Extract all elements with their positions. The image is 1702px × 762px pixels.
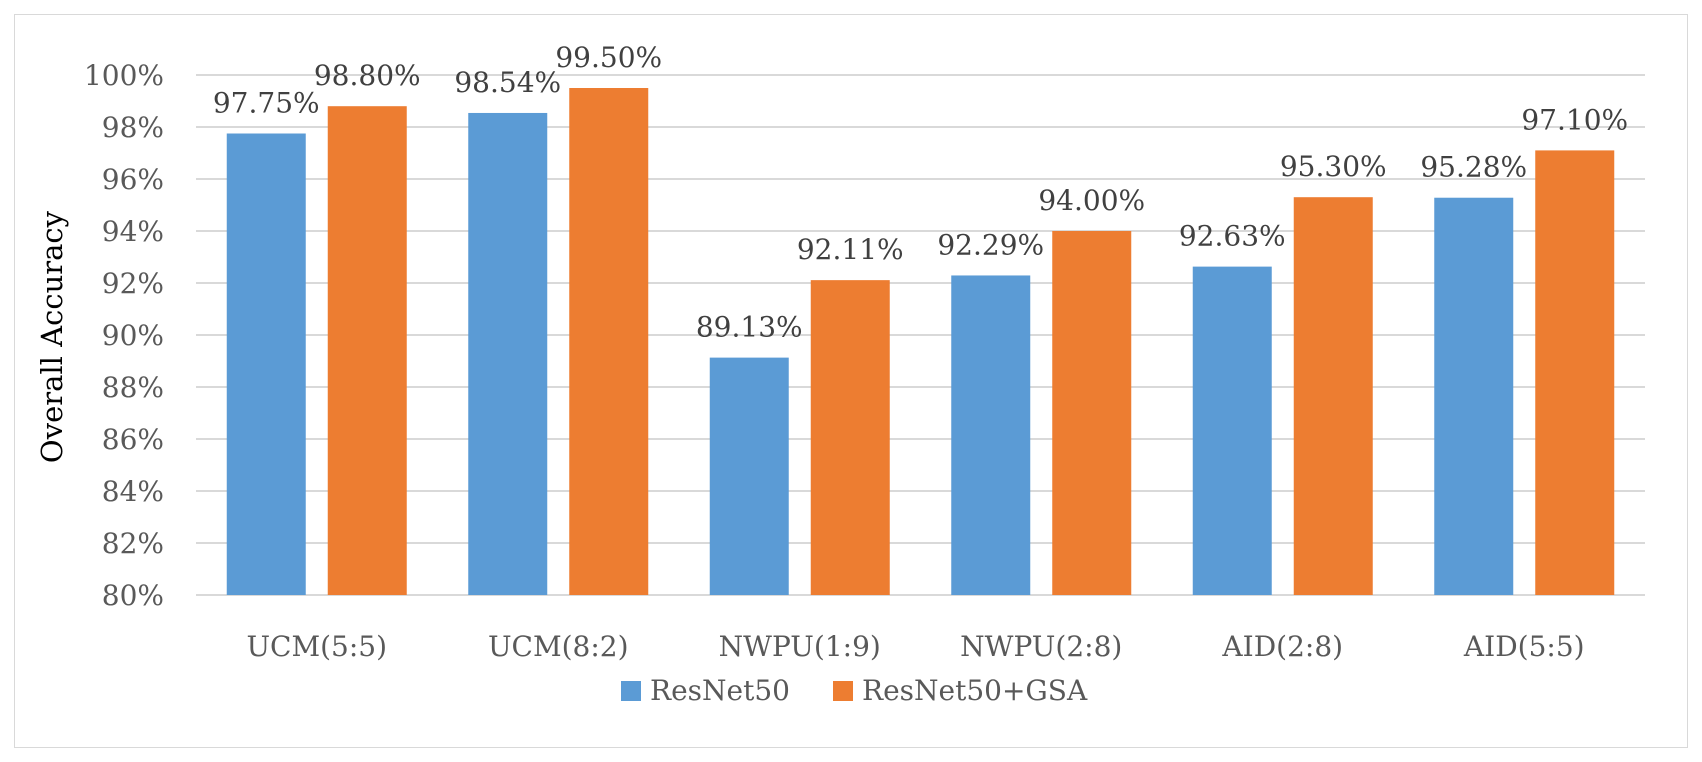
y-tick-label: 90% bbox=[102, 319, 164, 352]
legend-swatch-resnet50 bbox=[621, 681, 641, 701]
bar-resnet50-gsa bbox=[1052, 231, 1132, 595]
bar-resnet50-gsa bbox=[810, 280, 890, 595]
data-label: 97.75% bbox=[213, 87, 320, 120]
bar-resnet50 bbox=[226, 133, 306, 595]
x-axis-categories: UCM(5:5) UCM(8:2) NWPU(1:9) NWPU(2:8) AID(2:… bbox=[246, 630, 1584, 663]
x-category-label: NWPU(2:8) bbox=[960, 630, 1122, 663]
y-tick-label: 96% bbox=[102, 163, 164, 196]
y-tick-label: 92% bbox=[102, 267, 164, 300]
bars bbox=[226, 88, 1615, 596]
bar-resnet50-gsa bbox=[327, 106, 407, 595]
data-label: 94.00% bbox=[1038, 184, 1145, 217]
legend: ResNet50 ResNet50+GSA bbox=[621, 674, 1088, 707]
gridlines bbox=[196, 74, 1645, 596]
data-label: 99.50% bbox=[555, 41, 662, 74]
legend-label-resnet50-gsa: ResNet50+GSA bbox=[862, 674, 1088, 707]
data-label: 92.63% bbox=[1179, 220, 1286, 253]
y-tick-label: 98% bbox=[102, 111, 164, 144]
x-category-label: UCM(8:2) bbox=[488, 630, 629, 663]
data-label: 92.29% bbox=[937, 228, 1044, 261]
y-tick-label: 100% bbox=[84, 59, 164, 92]
y-tick-label: 86% bbox=[102, 423, 164, 456]
bar-resnet50-gsa bbox=[569, 88, 649, 595]
x-category-label: UCM(5:5) bbox=[246, 630, 387, 663]
bar-resnet50-gsa bbox=[1293, 197, 1373, 595]
data-label: 92.11% bbox=[797, 233, 904, 266]
y-tick-label: 82% bbox=[102, 527, 164, 560]
data-label: 95.28% bbox=[1420, 151, 1527, 184]
bar-resnet50 bbox=[1434, 197, 1514, 595]
y-tick-label: 88% bbox=[102, 371, 164, 404]
bar-resnet50 bbox=[1192, 266, 1272, 595]
data-label: 89.13% bbox=[696, 311, 803, 344]
y-axis-title: Overall Accuracy bbox=[35, 210, 69, 463]
data-label: 98.80% bbox=[314, 59, 421, 92]
x-category-label: AID(5:5) bbox=[1463, 630, 1585, 663]
data-label: 98.54% bbox=[454, 66, 561, 99]
y-tick-label: 84% bbox=[102, 475, 164, 508]
bar-resnet50 bbox=[951, 275, 1031, 595]
bar-resnet50 bbox=[468, 112, 548, 596]
legend-swatch-resnet50-gsa bbox=[833, 681, 853, 701]
data-label: 97.10% bbox=[1521, 103, 1628, 136]
x-category-label: AID(2:8) bbox=[1221, 630, 1343, 663]
bar-resnet50 bbox=[709, 357, 789, 595]
y-axis-ticks: 80% 82% 84% 86% 88% 90% 92% 94% 96% 98% 100% bbox=[84, 59, 164, 612]
legend-label-resnet50: ResNet50 bbox=[650, 674, 790, 707]
x-category-label: NWPU(1:9) bbox=[719, 630, 881, 663]
data-labels: 97.75%98.80% 98.54%99.50% 89.13% 92.11% 92.2… bbox=[213, 41, 1628, 344]
y-tick-label: 94% bbox=[102, 215, 164, 248]
y-tick-label: 80% bbox=[102, 579, 164, 612]
data-label: 95.30% bbox=[1280, 150, 1387, 183]
bar-resnet50-gsa bbox=[1535, 150, 1615, 595]
